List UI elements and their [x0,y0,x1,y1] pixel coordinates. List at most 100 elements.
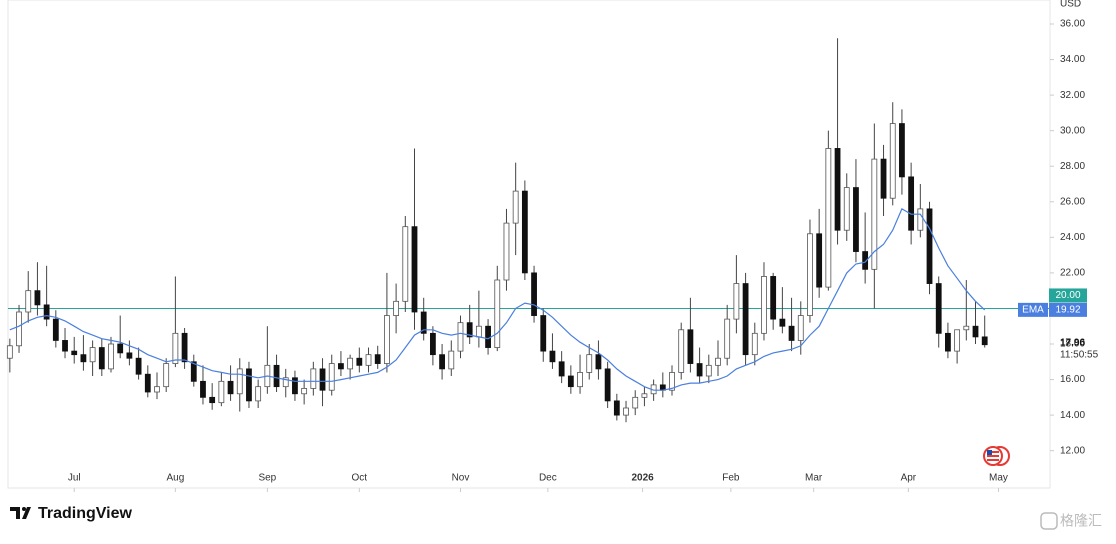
candle-body [365,354,372,366]
x-tick-label: Mar [805,473,823,484]
currency-label: USD [1060,0,1081,10]
candle-body [604,368,611,402]
candle-body [71,350,78,356]
y-tick-label: 32.00 [1060,90,1085,101]
x-tick-label: Jul [68,473,81,484]
candle-body [715,357,721,366]
candles [6,38,988,423]
candle-body [558,361,565,377]
x-tick-label: Oct [352,473,368,484]
candle-body [52,318,59,341]
candle-body [632,396,639,409]
candle-body [356,357,363,366]
candle-body [328,363,335,391]
countdown: 11:50:55 [1060,349,1099,360]
candle-body [669,372,675,391]
candle-body [567,375,574,388]
candle-body [402,226,409,302]
candle-body [429,332,436,356]
candle-body [16,311,22,347]
candle-body [347,357,354,370]
candle-body [926,208,933,284]
candle-body [25,290,32,313]
brand-text: TradingView [38,505,133,522]
candle-body [310,368,317,389]
y-tick-label: 36.00 [1060,19,1085,30]
candle-body [899,123,905,178]
candle-body [117,343,124,354]
candle-body [521,190,528,274]
y-tick-label: 18.00 [1060,339,1085,350]
candle-body [34,290,41,306]
candle-body [457,322,464,352]
candle-body [439,354,445,370]
candle-body [503,222,510,281]
candle-body [108,343,114,370]
candle-body [770,276,777,320]
candle-body [595,354,602,370]
candle-body [825,148,832,288]
candle-body [788,325,795,341]
candle-body [43,304,50,320]
candle-body [393,300,400,316]
hline-label: 20.00 [1055,290,1080,301]
candle-body [807,233,813,316]
candle-body [218,380,225,404]
candle-body [696,363,703,377]
tradingview-logo: TradingView [10,505,133,522]
candle-body [641,393,648,398]
candle-body [834,148,841,231]
y-tick-label: 14.00 [1060,410,1085,421]
candle-body [816,233,823,288]
candle-body [466,322,473,338]
candle-body [200,380,206,398]
candle-body [485,325,491,348]
candle-body [98,347,105,370]
candle-body [724,318,731,359]
last-price: 17.96 [1060,337,1085,348]
y-tick-label: 22.00 [1060,268,1085,279]
ema-label: EMA [1022,305,1044,316]
candle-body [586,354,593,373]
candle-body [678,329,685,373]
candle-body [411,226,418,313]
x-tick-label: 2026 [631,473,654,484]
candle-body [319,368,326,391]
y-tick-label: 34.00 [1060,54,1085,65]
candle-body [862,251,869,270]
candle-body [301,388,308,395]
x-tick-label: Sep [258,473,276,484]
ema-label-box [1018,302,1048,317]
candle-body [448,350,455,370]
x-tick-label: Apr [901,473,917,484]
y-tick-label: 24.00 [1060,232,1085,243]
candle-body [935,283,942,334]
candle-body [687,329,694,364]
candle-body [531,272,537,316]
candle-body [338,363,344,370]
candle-body [761,276,767,334]
candle-body [871,158,878,270]
candle-body [540,315,547,352]
candle-body [494,279,501,348]
y-tick-label: 28.00 [1060,161,1085,172]
candle-body [963,325,970,331]
y-tick-label: 12.00 [1060,445,1085,456]
candle-body [135,357,142,375]
candle-body [190,361,197,382]
candle-body [751,332,758,356]
candle-body [227,380,234,395]
candle-body [908,176,915,231]
y-tick-label: 26.00 [1060,196,1085,207]
flag-icon [983,446,1010,466]
plot-frame [7,0,1051,489]
candle-body [144,373,151,393]
watermark-text: 格隆汇 [1060,513,1102,529]
ema-value-box [1049,302,1087,317]
candle-body [549,350,556,363]
ema-value: 19.92 [1055,305,1080,316]
candle-body [623,407,629,416]
candle-body [945,332,951,352]
